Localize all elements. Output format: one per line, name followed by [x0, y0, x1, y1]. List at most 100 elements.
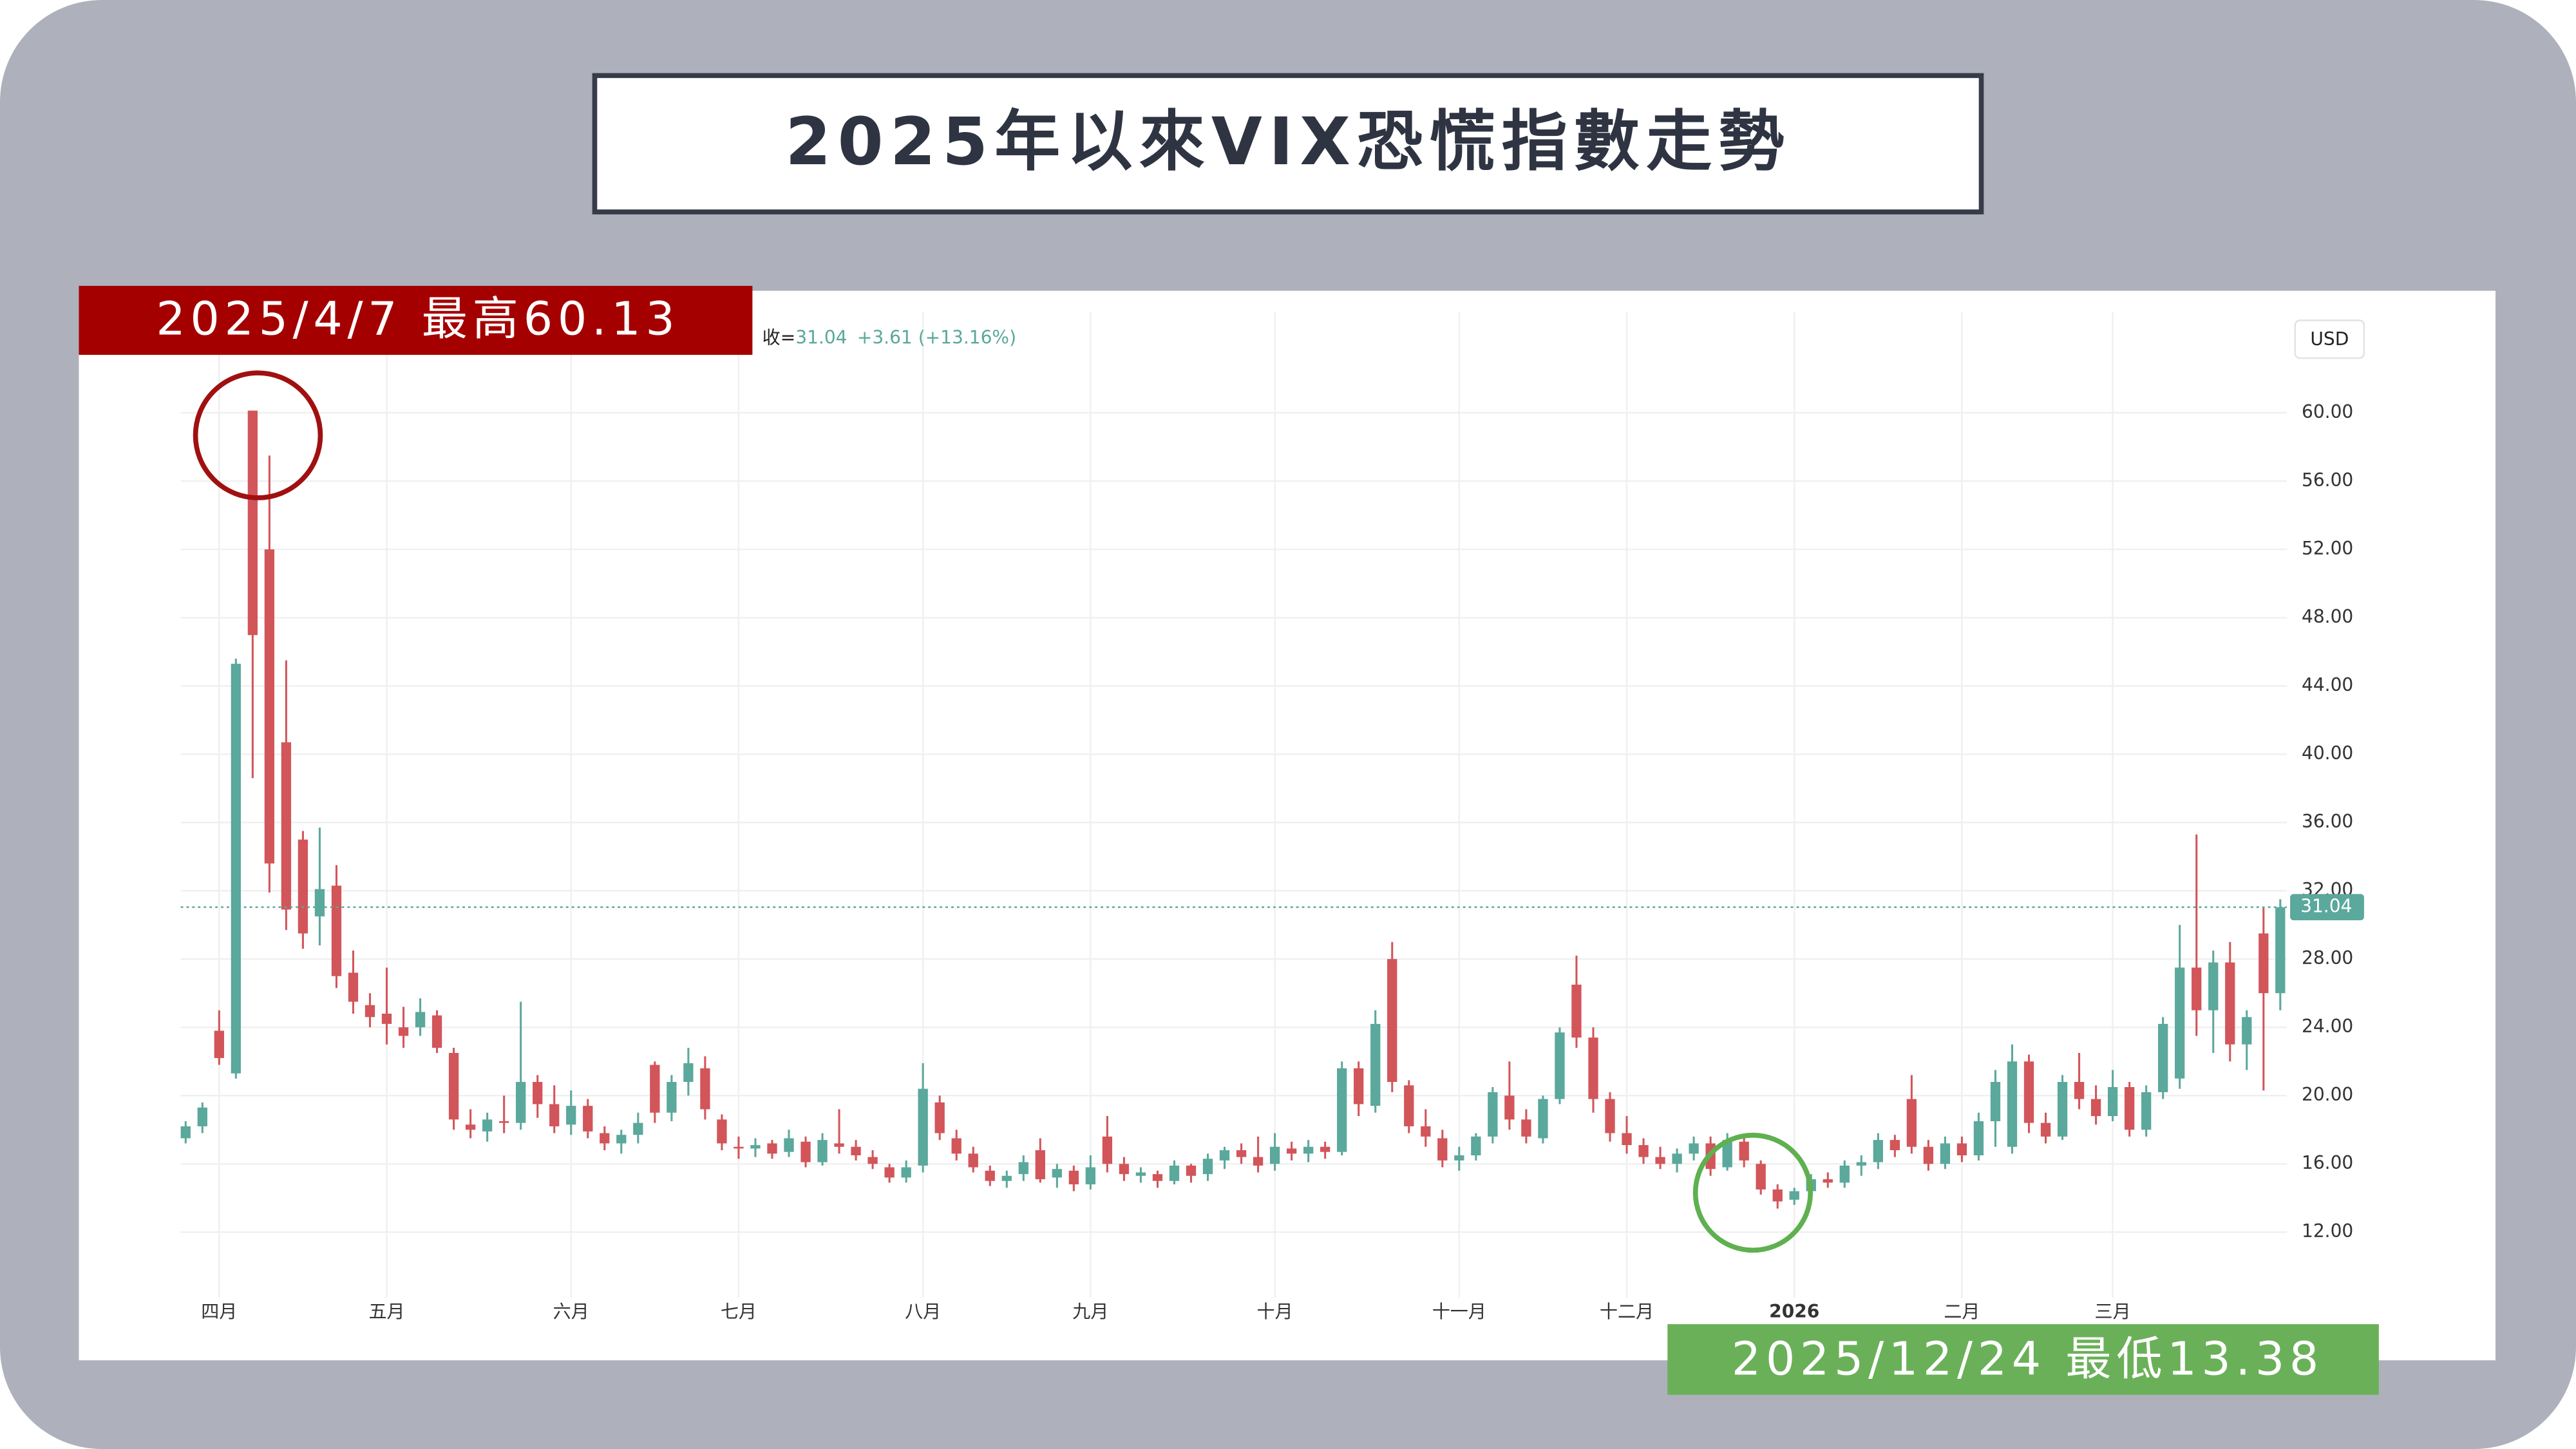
candle-body — [1588, 1037, 1598, 1099]
candle-body — [616, 1135, 627, 1144]
candle-body — [1856, 1162, 1866, 1166]
candle-body — [348, 972, 359, 1002]
y-tick-label: 24.00 — [2302, 1016, 2353, 1037]
candle-body — [867, 1157, 878, 1164]
candle-body — [1119, 1164, 1130, 1175]
candle-body — [734, 1146, 744, 1149]
candle-body — [2175, 967, 2185, 1079]
low-label: 2025/12/24 最低13.38 — [1732, 1332, 2324, 1385]
candle-body — [549, 1104, 560, 1126]
legend-close: 31.04 — [795, 327, 847, 348]
legend-prefix: 收= — [762, 327, 796, 348]
candle-body — [1286, 1148, 1297, 1154]
candle-body — [2107, 1086, 2118, 1117]
candle-body — [331, 886, 342, 976]
x-tick-label: 2026 — [1769, 1301, 1819, 1322]
y-tick-label: 60.00 — [2302, 401, 2353, 422]
x-tick-label: 十二月 — [1600, 1301, 1654, 1322]
x-tick-label: 七月 — [721, 1301, 757, 1322]
candle-body — [298, 839, 308, 934]
candle-body — [498, 1121, 509, 1123]
candle-body — [465, 1124, 476, 1130]
candle-body — [1018, 1162, 1028, 1175]
candle-body — [1102, 1136, 1113, 1164]
candle-body — [1940, 1143, 1951, 1164]
currency-box — [2294, 319, 2365, 359]
legend: 收=31.04 +3.61 (+13.16%) — [762, 327, 1016, 348]
candle-body — [314, 889, 325, 916]
candle-body — [180, 1126, 191, 1139]
candle-body — [851, 1146, 861, 1155]
plot-area: 12.0016.0020.0024.0028.0032.0036.0040.00… — [180, 312, 2364, 1322]
candle-body — [834, 1143, 844, 1147]
candle-body — [817, 1140, 828, 1162]
candle-body — [1655, 1157, 1665, 1164]
candle-body — [1437, 1138, 1448, 1160]
candle-body — [1253, 1157, 1264, 1166]
x-tick-label: 十月 — [1257, 1301, 1293, 1322]
candle-body — [448, 1052, 459, 1120]
candle-body — [600, 1133, 610, 1144]
candle-body — [1186, 1165, 1197, 1176]
candle-body — [1219, 1150, 1230, 1160]
candle-body — [1722, 1140, 1732, 1168]
candle-body — [2074, 1082, 2085, 1099]
candle-body — [1370, 1023, 1381, 1106]
candle-body — [566, 1106, 576, 1125]
candle-body — [700, 1068, 710, 1110]
candle-body — [683, 1063, 694, 1083]
y-tick-label: 52.00 — [2302, 538, 2353, 559]
candle-body — [583, 1106, 593, 1132]
candle-body — [1387, 959, 1397, 1083]
x-tick-label: 四月 — [201, 1301, 237, 1322]
x-tick-label: 五月 — [368, 1301, 404, 1322]
candle-body — [1504, 1095, 1515, 1120]
title-box — [592, 73, 1984, 214]
y-tick-label: 56.00 — [2302, 469, 2353, 491]
candle-body — [1973, 1121, 1984, 1155]
candle-body — [381, 1014, 392, 1024]
x-tick-label: 二月 — [1944, 1301, 1980, 1322]
y-tick-label: 16.00 — [2302, 1152, 2353, 1173]
candle-body — [1421, 1126, 1431, 1137]
candle-body — [1320, 1146, 1331, 1152]
candle-body — [1202, 1159, 1213, 1175]
candle-body — [2023, 1061, 2034, 1123]
candle-body — [2158, 1023, 2168, 1092]
candle-body — [784, 1138, 794, 1152]
candle-body — [1571, 984, 1582, 1038]
candle-body — [516, 1082, 526, 1123]
candle-body — [1823, 1179, 1833, 1183]
candle-body — [2192, 967, 2202, 1010]
candle-body — [1454, 1155, 1464, 1160]
high-label-box — [79, 285, 753, 355]
candle-body — [750, 1145, 761, 1149]
candle-body — [1303, 1146, 1314, 1154]
candle-body — [482, 1119, 493, 1132]
candle-body — [1772, 1189, 1783, 1202]
y-tick-label: 28.00 — [2302, 947, 2353, 969]
candle-body — [2124, 1086, 2135, 1130]
candle-body — [1689, 1143, 1699, 1154]
candle-body — [1068, 1170, 1079, 1185]
candle-body — [1269, 1146, 1280, 1164]
candle-body — [2007, 1061, 2018, 1147]
candle-body — [767, 1143, 777, 1154]
candle-body — [2242, 1017, 2252, 1045]
candle-body — [1488, 1092, 1498, 1137]
candle-body — [1789, 1191, 1799, 1200]
candle-body — [884, 1167, 895, 1178]
y-tick-label: 48.00 — [2302, 606, 2353, 627]
candle-body — [365, 1005, 375, 1018]
candle-body — [2040, 1122, 2051, 1137]
candle-body — [985, 1170, 995, 1181]
candle-body — [1404, 1085, 1414, 1126]
candle-body — [1756, 1164, 1766, 1190]
candle-body — [1906, 1099, 1917, 1147]
y-tick-label: 12.00 — [2302, 1220, 2353, 1242]
candle-body — [2057, 1082, 2068, 1137]
legend-change: +3.61 (+13.16%) — [857, 327, 1016, 348]
candle-body — [2259, 933, 2269, 994]
candle-body — [951, 1138, 961, 1154]
